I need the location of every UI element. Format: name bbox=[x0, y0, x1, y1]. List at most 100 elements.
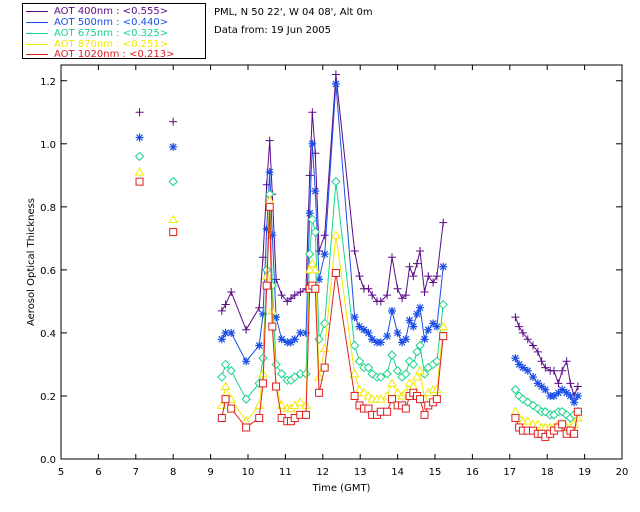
data-point-3 bbox=[387, 378, 397, 387]
legend-label-1020nm: AOT 1020nm : <0.213> bbox=[54, 49, 175, 60]
data-point-0 bbox=[169, 117, 178, 126]
data-point-2 bbox=[510, 384, 521, 395]
y-tick-label: 0.8 bbox=[40, 203, 56, 214]
data-point-1 bbox=[217, 335, 226, 344]
data-point-0 bbox=[533, 347, 542, 356]
data-point-0 bbox=[387, 253, 396, 262]
data-point-3 bbox=[220, 381, 231, 391]
data-point-2 bbox=[276, 369, 287, 379]
data-point-1 bbox=[554, 388, 563, 397]
data-point-2 bbox=[226, 366, 236, 376]
x-tick-label: 19 bbox=[578, 467, 591, 478]
y-tick-label: 0.6 bbox=[40, 266, 56, 277]
data-point-0 bbox=[376, 297, 385, 306]
data-point-0 bbox=[573, 382, 582, 391]
data-point-0 bbox=[528, 341, 537, 350]
data-point-4 bbox=[258, 379, 267, 388]
data-date: Data from: 19 Jun 2005 bbox=[214, 25, 332, 36]
data-point-2 bbox=[258, 353, 268, 363]
data-point-0 bbox=[227, 287, 236, 296]
data-point-0 bbox=[518, 328, 527, 337]
data-point-4 bbox=[315, 388, 324, 397]
x-tick-label: 6 bbox=[95, 467, 101, 478]
data-point-0 bbox=[401, 291, 410, 300]
data-point-2 bbox=[331, 176, 341, 187]
y-tick-label: 0.0 bbox=[40, 455, 56, 466]
data-point-4 bbox=[268, 322, 277, 331]
x-tick-label: 9 bbox=[207, 467, 213, 478]
data-point-4 bbox=[331, 269, 340, 278]
series-line-2 bbox=[221, 181, 444, 400]
data-point-4 bbox=[227, 404, 236, 413]
x-tick-label: 16 bbox=[466, 467, 479, 478]
x-axis-label: Time (GMT) bbox=[312, 483, 371, 494]
data-point-1 bbox=[268, 231, 277, 240]
y-tick-label: 1.2 bbox=[40, 77, 56, 88]
data-point-2 bbox=[217, 372, 227, 382]
data-point-1 bbox=[528, 373, 537, 382]
data-point-0 bbox=[537, 357, 546, 366]
data-point-0 bbox=[515, 322, 524, 331]
data-point-1 bbox=[355, 322, 364, 331]
data-point-1 bbox=[272, 313, 281, 322]
data-point-4 bbox=[301, 410, 310, 419]
data-point-1 bbox=[308, 139, 317, 148]
data-point-1 bbox=[255, 341, 264, 350]
data-point-4 bbox=[221, 395, 230, 404]
data-point-1 bbox=[227, 328, 236, 337]
data-point-0 bbox=[405, 262, 414, 271]
data-point-3 bbox=[359, 387, 369, 397]
data-point-1 bbox=[221, 328, 230, 337]
data-point-3 bbox=[134, 167, 145, 176]
data-point-1 bbox=[420, 335, 429, 344]
data-point-0 bbox=[265, 136, 274, 145]
data-point-1 bbox=[296, 328, 305, 337]
data-point-1 bbox=[413, 310, 422, 319]
data-point-0 bbox=[242, 325, 251, 334]
data-point-1 bbox=[533, 379, 542, 388]
data-point-1 bbox=[537, 382, 546, 391]
data-point-1 bbox=[383, 332, 392, 341]
y-axis-label: Aerosol Optical Thickness bbox=[26, 198, 37, 326]
data-point-0 bbox=[368, 291, 377, 300]
data-point-1 bbox=[541, 385, 550, 394]
data-point-4 bbox=[169, 228, 178, 237]
data-point-4 bbox=[242, 423, 251, 432]
data-point-4 bbox=[262, 281, 271, 290]
legend-item-870nm: AOT 870nm : <0.251> bbox=[26, 39, 168, 50]
data-point-2 bbox=[220, 359, 231, 370]
data-point-0 bbox=[511, 313, 520, 322]
data-point-1 bbox=[511, 354, 520, 363]
data-point-3 bbox=[295, 397, 306, 406]
y-tick-label: 1.0 bbox=[40, 140, 56, 151]
data-point-1 bbox=[305, 209, 314, 218]
data-point-3 bbox=[307, 258, 318, 268]
data-point-1 bbox=[515, 360, 524, 369]
data-point-2 bbox=[412, 347, 422, 357]
data-point-2 bbox=[401, 369, 411, 379]
data-point-0 bbox=[135, 108, 144, 117]
data-point-0 bbox=[272, 275, 281, 284]
legend-swatch-675nm bbox=[26, 32, 48, 34]
data-point-2 bbox=[376, 372, 386, 382]
data-point-0 bbox=[277, 291, 286, 300]
data-point-4 bbox=[320, 363, 329, 372]
legend-swatch-400nm bbox=[26, 10, 48, 12]
data-point-0 bbox=[320, 231, 329, 240]
data-point-0 bbox=[549, 366, 558, 375]
legend: AOT 400nm : <0.555> AOT 500nm : <0.440> … bbox=[22, 3, 206, 60]
x-tick-label: 12 bbox=[316, 467, 329, 478]
data-point-0 bbox=[383, 291, 392, 300]
data-point-0 bbox=[331, 70, 340, 79]
data-point-2 bbox=[363, 362, 374, 373]
data-point-2 bbox=[134, 151, 145, 162]
data-point-1 bbox=[549, 391, 558, 400]
data-point-1 bbox=[368, 335, 377, 344]
data-point-1 bbox=[566, 391, 575, 400]
data-point-2 bbox=[241, 394, 251, 404]
data-point-0 bbox=[424, 272, 433, 281]
data-point-3 bbox=[168, 214, 179, 223]
x-tick-label: 8 bbox=[170, 467, 176, 478]
data-point-4 bbox=[511, 414, 520, 423]
